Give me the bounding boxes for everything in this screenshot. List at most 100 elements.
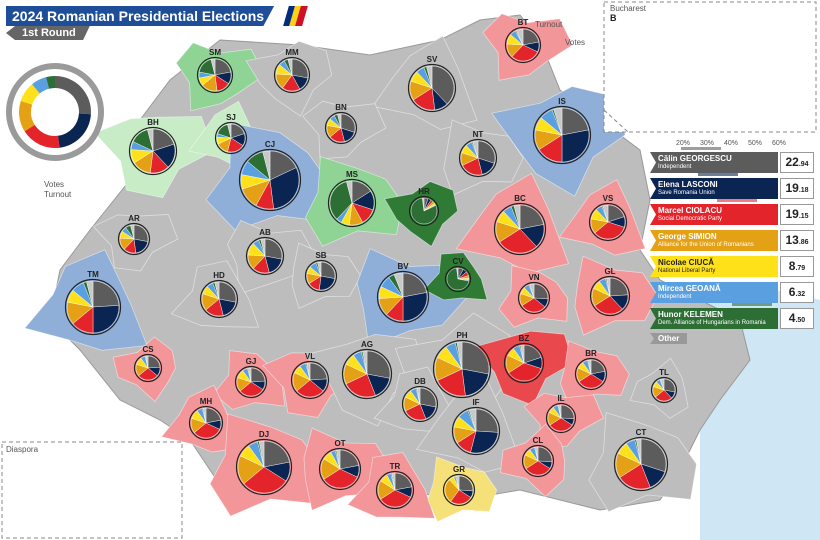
county-pie-nt[interactable] [458,138,498,178]
bucharest-inset-title: Bucharest [610,4,647,13]
legend-turnout-bar [681,147,721,150]
candidate-name: Hunor KELEMEN [658,310,723,319]
county-code-label: GL [604,267,615,276]
turnout-scale-label: 50% [748,140,763,147]
county-pie-bt[interactable] [504,26,542,64]
county-pie-sj[interactable] [214,121,248,155]
county-code-label: IF [472,398,479,407]
county-pie-ph[interactable] [432,339,492,399]
county-pie-ag[interactable] [341,348,393,400]
candidate-percent: 6.32 [780,282,814,303]
county-pie-db[interactable] [401,385,439,423]
county-pie-tm[interactable] [64,278,122,336]
legend-row-ciuca[interactable]: Nicolae CIUCĂ National Liberal Party 8.7… [650,256,814,277]
pie-slice-other [391,472,396,491]
county-pie-sv[interactable] [407,63,457,113]
county-pie-tr[interactable] [375,470,415,510]
turnout-ring [376,270,430,324]
bt-turnout-annotation: Turnout [535,20,563,29]
county-pie-cv[interactable] [444,265,472,293]
legend-bar: Nicolae CIUCĂ National Liberal Party [650,256,778,277]
county-pie-ct[interactable] [613,436,669,492]
county-pie-bz[interactable] [503,342,545,384]
county-pie-gl[interactable] [589,275,631,317]
county-code-label: AG [361,340,373,349]
legend-bar: George SIMION Alliance for the Union of … [650,230,778,251]
pie-slice-georgescu [461,341,490,375]
diaspora-inset-frame [1,441,183,539]
county-code-label: TM [87,270,99,279]
county-pie-mm[interactable] [273,56,311,94]
county-pie-hd[interactable] [199,279,239,319]
county-pie-dj[interactable] [235,438,293,496]
county-code-label: GR [453,465,465,474]
county-pie-cs[interactable] [133,353,163,383]
turnout-ring [532,105,592,165]
legend-row-georgescu[interactable]: Călin GEORGESCU Independent 22.94 [650,152,814,173]
county-pie-bv[interactable] [376,270,430,324]
county-pie-cj[interactable] [238,148,302,212]
legend-row-kelemen[interactable]: Hunor KELEMEN Dem. Alliance of Hungarian… [650,308,814,329]
pie-slice-kelemen [410,197,438,225]
pie-slice-other [558,404,562,419]
pie-slice-georgescu [340,113,356,133]
legend-row-geoana[interactable]: Mircea GEOANĂ Independent 6.32 [650,282,814,303]
county-pie-sm[interactable] [196,56,234,94]
pie-slice-other [520,344,525,364]
county-pie-ar[interactable] [117,222,151,256]
county-pie-vl[interactable] [290,360,330,400]
turnout-ring [117,222,151,256]
county-pie-gj[interactable] [234,365,268,399]
turnout-ring [304,259,338,293]
turnout-ring [444,265,472,293]
key-donut-slice-kelemen [46,76,55,89]
county-pie-ab[interactable] [245,236,285,276]
county-pie-bc[interactable] [493,202,547,256]
county-pie-vs[interactable] [588,202,628,242]
county-pie-tl[interactable] [650,376,678,404]
county-code-label: IS [558,97,566,106]
candidate-name: Marcel CIOLACU [658,206,723,215]
turnout-ring [408,195,440,227]
candidate-percent: 19.15 [780,204,814,225]
turnout-ring [245,236,285,276]
turnout-ring [188,405,224,441]
county-pie-sb[interactable] [304,259,338,293]
county-pie-if[interactable] [451,406,501,456]
turnout-ring [273,56,311,94]
candidate-party: Save Romania Union [658,190,715,196]
pie-slice-other [287,58,293,76]
pie-slice-other [306,362,311,381]
candidate-party: Independent [658,164,692,170]
key-votes-annotation: Votes [44,180,65,189]
pie-slice-georgescu [561,107,589,136]
county-pie-bn[interactable] [324,111,358,145]
round-label: 1st Round [6,26,90,40]
legend-row-ciolacu[interactable]: Marcel CIOLACU Social Democratic Party 1… [650,204,814,225]
county-pie-il[interactable] [545,402,577,434]
county-pie-vn[interactable] [517,281,551,315]
pie-slice-other [456,267,459,280]
pie-slice-lasconi [402,292,428,322]
county-pie-is[interactable] [532,105,592,165]
legend-row-lasconi[interactable]: Elena LASCONI Save Romania Union 19.18 [650,178,814,199]
county-pie-hr[interactable] [408,195,440,227]
county-pie-gr[interactable] [442,473,476,507]
pie-slice-lasconi [92,305,120,334]
county-pie-cl[interactable] [521,444,555,478]
county-pie-ot[interactable] [318,447,362,491]
county-code-label: CV [452,257,464,266]
county-pie-br[interactable] [574,357,608,391]
county-pie-ms[interactable] [327,178,377,228]
key-donut-slice-georgescu [55,76,91,115]
county-code-label: GJ [246,357,257,366]
turnout-ring [327,178,377,228]
county-code-label: VL [305,352,315,361]
county-code-label: PH [456,331,467,340]
legend-row-simion[interactable]: George SIMION Alliance for the Union of … [650,230,814,251]
county-code-label: AB [259,228,271,237]
county-pie-bh[interactable] [128,126,178,176]
candidate-party: Dem. Alliance of Hungarians in Romania [658,320,766,326]
county-pie-mh[interactable] [188,405,224,441]
